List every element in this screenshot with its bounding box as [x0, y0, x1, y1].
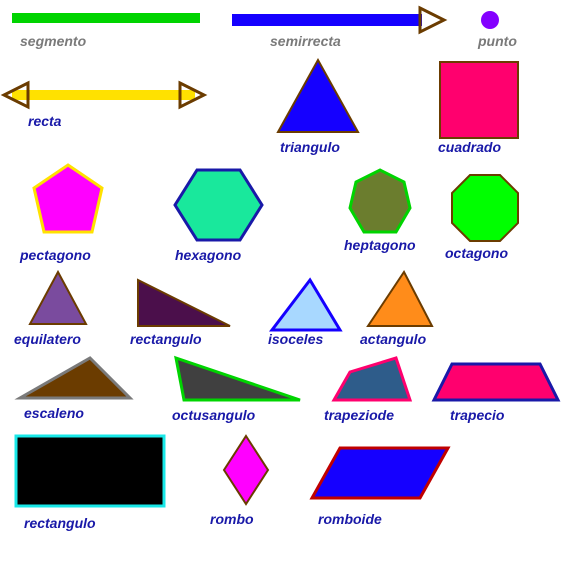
romboide-label: romboide [318, 511, 382, 527]
rectangulo-triangle-label: rectangulo [130, 331, 202, 347]
isoceles-label: isoceles [268, 331, 323, 347]
escaleno-label: escaleno [24, 405, 84, 421]
recta-label: recta [28, 113, 62, 129]
shapes-diagram: segmento semirrecta punto recta triangul… [0, 0, 575, 570]
semirrecta-arrow-icon [420, 8, 444, 32]
trapeziode-label: trapeziode [324, 407, 394, 423]
punto-label: punto [477, 33, 517, 49]
rectangulo-label: rectangulo [24, 515, 96, 531]
heptagono-shape [350, 170, 410, 232]
heptagono-label: heptagono [344, 237, 416, 253]
escaleno-shape [20, 358, 130, 398]
octusangulo-label: octusangulo [172, 407, 256, 423]
rombo-label: rombo [210, 511, 254, 527]
hexagono-label: hexagono [175, 247, 242, 263]
trapecio-shape [434, 364, 558, 400]
segmento-label: segmento [20, 33, 87, 49]
equilatero-label: equilatero [14, 331, 81, 347]
rectangulo-shape [16, 436, 164, 506]
cuadrado-label: cuadrado [438, 139, 501, 155]
semirrecta-label: semirrecta [270, 33, 341, 49]
rombo-shape [224, 436, 268, 504]
octusangulo-shape [176, 358, 300, 400]
octagono-shape [452, 175, 518, 241]
pectagono-label: pectagono [19, 247, 91, 263]
trapeziode-shape [334, 358, 410, 400]
pectagono-shape [34, 165, 102, 232]
cuadrado-shape [440, 62, 518, 138]
trapecio-label: trapecio [450, 407, 505, 423]
isoceles-shape [272, 280, 340, 330]
octagono-label: octagono [445, 245, 508, 261]
triangulo-label: triangulo [280, 139, 340, 155]
rectangulo-triangle-shape [138, 280, 230, 326]
romboide-shape [312, 448, 448, 498]
actangulo-shape [368, 272, 432, 326]
equilatero-shape [30, 272, 86, 324]
punto-dot [481, 11, 499, 29]
triangulo-shape [278, 60, 358, 132]
actangulo-label: actangulo [360, 331, 427, 347]
hexagono-shape [175, 170, 262, 240]
